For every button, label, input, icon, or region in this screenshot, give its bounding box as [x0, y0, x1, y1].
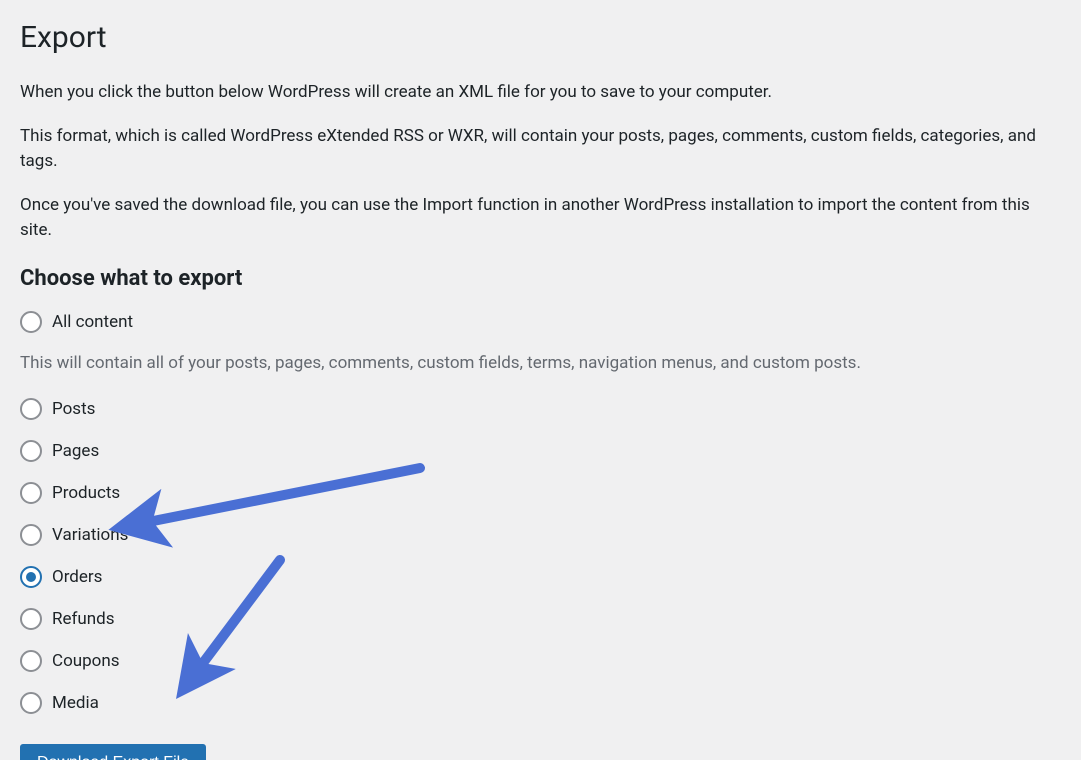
option-products[interactable]: Products	[20, 482, 1061, 504]
intro-paragraph-3: Once you've saved the download file, you…	[20, 193, 1061, 244]
intro-paragraph-1: When you click the button below WordPres…	[20, 80, 1061, 106]
option-coupons[interactable]: Coupons	[20, 650, 1061, 672]
page-title: Export	[20, 20, 1061, 56]
label-all-content: All content	[52, 312, 133, 332]
radio-posts[interactable]	[20, 398, 42, 420]
radio-products[interactable]	[20, 482, 42, 504]
label-media: Media	[52, 693, 99, 713]
label-posts: Posts	[52, 399, 95, 419]
intro-paragraph-2: This format, which is called WordPress e…	[20, 124, 1061, 175]
option-pages[interactable]: Pages	[20, 440, 1061, 462]
option-orders[interactable]: Orders	[20, 566, 1061, 588]
download-export-button[interactable]: Download Export File	[20, 744, 206, 760]
option-all-content[interactable]: All content	[20, 311, 1061, 333]
label-variations: Variations	[52, 525, 128, 545]
option-refunds[interactable]: Refunds	[20, 608, 1061, 630]
radio-orders[interactable]	[20, 566, 42, 588]
radio-all-content[interactable]	[20, 311, 42, 333]
radio-pages[interactable]	[20, 440, 42, 462]
radio-variations[interactable]	[20, 524, 42, 546]
label-orders: Orders	[52, 567, 102, 587]
option-posts[interactable]: Posts	[20, 398, 1061, 420]
section-title: Choose what to export	[20, 266, 1061, 291]
label-coupons: Coupons	[52, 651, 120, 671]
radio-coupons[interactable]	[20, 650, 42, 672]
label-products: Products	[52, 483, 120, 503]
radio-refunds[interactable]	[20, 608, 42, 630]
all-content-desc: This will contain all of your posts, pag…	[20, 351, 1061, 377]
radio-media[interactable]	[20, 692, 42, 714]
option-media[interactable]: Media	[20, 692, 1061, 714]
label-pages: Pages	[52, 441, 99, 461]
label-refunds: Refunds	[52, 609, 115, 629]
option-variations[interactable]: Variations	[20, 524, 1061, 546]
